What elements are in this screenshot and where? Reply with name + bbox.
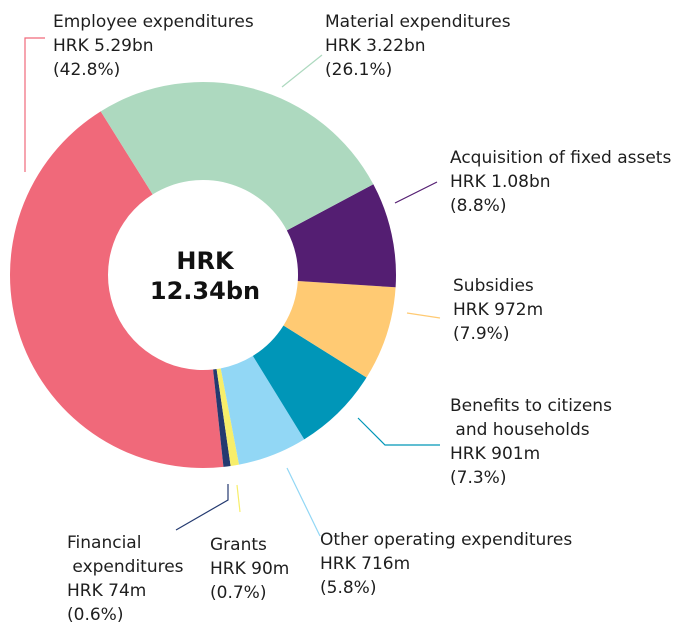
center-label: HRK (176, 247, 235, 275)
segment-name: Other operating expenditures (320, 530, 572, 550)
leader-line (236, 484, 241, 513)
segment-percent: (5.8%) (320, 578, 376, 598)
segment-percent: (26.1%) (325, 60, 392, 80)
donut-segment (283, 281, 396, 378)
leader-line (175, 484, 229, 531)
segment-name: Benefits to citizens and households (450, 396, 612, 440)
donut-segment (213, 369, 231, 467)
segment-amount: HRK 901m (450, 444, 540, 464)
segment-name: Financial expenditures (67, 533, 184, 577)
segment-percent: (0.7%) (210, 583, 266, 603)
segment-amount: HRK 972m (453, 300, 543, 320)
leader-line (394, 181, 438, 204)
segment-amount: HRK 5.29bn (53, 36, 154, 56)
leader-line (281, 54, 323, 88)
donut-hole (108, 180, 298, 370)
segment-name: Subsidies (453, 276, 534, 296)
segment-amount: HRK 74m (67, 581, 146, 601)
leader-line (24, 37, 45, 172)
center-label: 12.34bn (150, 277, 260, 305)
segment-amount: HRK 3.22bn (325, 36, 426, 56)
segment-percent: (8.8%) (450, 196, 506, 216)
segment-amount: HRK 1.08bn (450, 172, 551, 192)
donut-segment (252, 325, 367, 440)
segment-amount: HRK 716m (320, 554, 410, 574)
leader-line (357, 417, 440, 446)
segment-percent: (7.9%) (453, 324, 509, 344)
leader-line (406, 312, 441, 319)
segment-percent: (42.8%) (53, 60, 120, 80)
donut-segment (286, 184, 396, 288)
segment-name: Material expenditures (325, 12, 511, 32)
segment-name: Grants (210, 535, 267, 555)
donut-segment (220, 355, 305, 465)
segment-name: Employee expenditures (53, 12, 254, 32)
donut-segment (100, 82, 374, 231)
leader-line (286, 467, 321, 537)
segment-percent: (7.3%) (450, 468, 506, 488)
segment-name: Acquisition of fixed assets (450, 148, 671, 168)
segment-percent: (0.6%) (67, 605, 123, 624)
donut-segment (216, 368, 240, 467)
donut-segment (9, 111, 224, 468)
segment-amount: HRK 90m (210, 559, 289, 579)
